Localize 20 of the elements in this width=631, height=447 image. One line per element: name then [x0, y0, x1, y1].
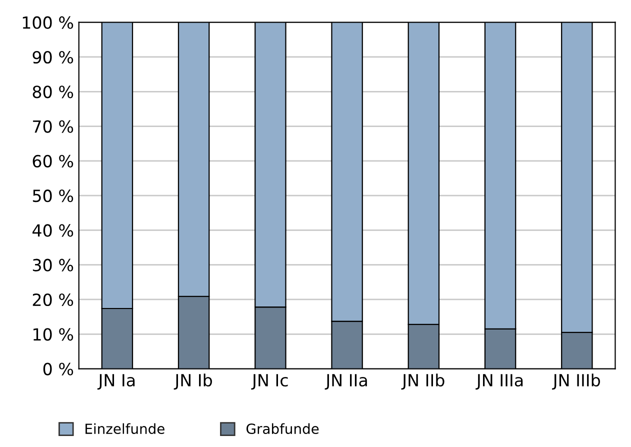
- x-tick-label: JN IIb: [401, 374, 444, 390]
- x-tick-label: JN IIa: [324, 374, 367, 390]
- y-tick-label: 70 %: [33, 120, 74, 133]
- y-tick-label: 100 %: [22, 16, 74, 29]
- x-tick-label: JN IIIa: [476, 374, 523, 390]
- y-tick-label: 60 %: [32, 154, 74, 168]
- y-tick-label: 50 %: [32, 190, 74, 202]
- y-tick-label: 0 %: [43, 362, 74, 376]
- x-tick-label: JN Ia: [97, 374, 135, 390]
- x-tick-label: JN IIIb: [552, 374, 600, 390]
- x-tick-label: JN Ib: [174, 374, 212, 390]
- y-tick-label: 20 %: [32, 293, 74, 306]
- x-tick-label: JN Ic: [251, 374, 288, 390]
- y-tick-label: 30 %: [32, 258, 74, 272]
- y-tick-label: 10 %: [34, 328, 74, 341]
- y-tick-label: 40 %: [32, 224, 74, 237]
- legend-label: Grabfunde: [246, 423, 319, 434]
- legend-label: Einzelfunde: [86, 423, 164, 434]
- y-tick-label: 80 %: [32, 86, 74, 98]
- y-tick-label: 90 %: [32, 50, 74, 64]
